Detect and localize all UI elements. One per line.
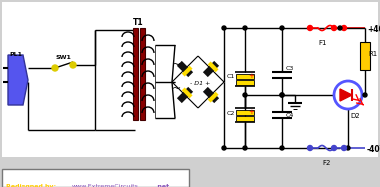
Circle shape <box>331 145 337 151</box>
Bar <box>133 28 138 120</box>
Text: Redisgned by:: Redisgned by: <box>6 184 58 187</box>
Circle shape <box>338 26 342 30</box>
Circle shape <box>243 93 247 97</box>
Text: www.ExtremeCircuits: www.ExtremeCircuits <box>72 184 139 187</box>
Text: F2: F2 <box>322 160 330 166</box>
Text: -40V: -40V <box>367 145 380 154</box>
Text: T1: T1 <box>133 18 144 27</box>
Text: ~: ~ <box>172 60 181 70</box>
Text: - D1 +: - D1 + <box>190 81 211 86</box>
Text: C4: C4 <box>286 113 294 118</box>
Bar <box>2 2 378 157</box>
Bar <box>360 42 370 70</box>
Circle shape <box>52 65 58 71</box>
Text: C1: C1 <box>227 73 235 79</box>
Text: F1: F1 <box>318 40 326 46</box>
Circle shape <box>307 25 312 30</box>
Text: +: + <box>248 73 254 79</box>
Bar <box>236 74 254 79</box>
Polygon shape <box>340 89 352 101</box>
Text: D2: D2 <box>350 113 359 119</box>
Bar <box>236 80 254 85</box>
Circle shape <box>280 93 284 97</box>
Circle shape <box>222 26 226 30</box>
Text: PL1: PL1 <box>9 52 22 57</box>
Circle shape <box>346 146 350 150</box>
Circle shape <box>243 26 247 30</box>
Circle shape <box>334 81 362 109</box>
Circle shape <box>222 146 226 150</box>
Circle shape <box>280 93 284 97</box>
Bar <box>236 110 254 115</box>
Text: +40V: +40V <box>367 25 380 34</box>
Circle shape <box>243 146 247 150</box>
FancyBboxPatch shape <box>2 169 189 187</box>
Circle shape <box>70 62 76 68</box>
Circle shape <box>342 145 347 151</box>
Circle shape <box>331 25 337 30</box>
Circle shape <box>307 145 312 151</box>
Text: +: + <box>248 109 254 115</box>
Polygon shape <box>8 55 28 105</box>
Text: C3: C3 <box>286 66 294 71</box>
Text: C2: C2 <box>227 111 235 116</box>
Text: ~: ~ <box>172 84 181 94</box>
Circle shape <box>280 26 284 30</box>
Circle shape <box>342 25 347 30</box>
Text: R1: R1 <box>368 51 377 57</box>
Circle shape <box>363 93 367 97</box>
Bar <box>140 28 145 120</box>
Bar <box>236 116 254 121</box>
Text: SW1: SW1 <box>55 55 71 60</box>
Circle shape <box>280 146 284 150</box>
Text: .net: .net <box>155 184 169 187</box>
